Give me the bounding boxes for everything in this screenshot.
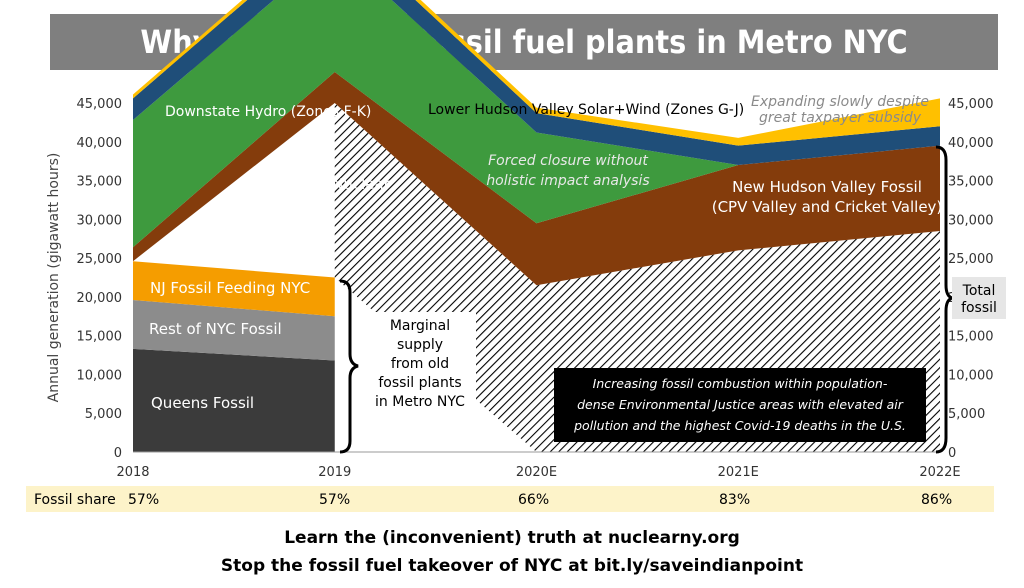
y-tick-label-right: 5,000 [948,407,985,422]
fossil-share-2019: 57% [319,492,351,508]
marginal-supply-brace [339,279,359,454]
area-lower-hudson-valley-solar-wind-zones-g-j [133,0,940,146]
y-tick-label-right: 0 [948,446,956,461]
y-tick-label-left: 20,000 [77,291,123,306]
annotation-marginal-supply: Marginal supply from old fossil plants in Me… [375,318,465,410]
area-new-hudson-valley-fossil-cpv-valley-and-cricket-valley [133,71,940,286]
series-label-solar-wind: Lower Hudson Valley Solar+Wind (Zones G-… [428,102,744,118]
series-label-rest-of-nyc-fossil: Rest of NYC Fossil [149,320,282,338]
x-tick-label: 2018 [116,465,149,480]
annotation-total-fossil: Total fossil [961,283,997,316]
y-tick-label-left: 10,000 [77,368,123,383]
y-tick-label-left: 45,000 [77,97,123,112]
marginal-supply-box [360,312,476,416]
y-axis-label: Annual generation (gigawatt hours) [46,153,62,403]
fossil-share-label: Fossil share [34,492,116,508]
fossil-share-2018: 57% [128,492,160,508]
y-tick-label-right: 10,000 [948,368,994,383]
y-tick-label-right: 40,000 [948,136,994,151]
stacked-area-chart: 0 0 5,000 5,000 10,000 10,000 15,000 15,000 20,0… [46,0,1006,480]
x-tick-label: 2020E [516,465,557,480]
series-label-queens-fossil: Queens Fossil [151,394,254,412]
y-tick-label-left: 35,000 [77,175,123,190]
fossil-share-2020E: 66% [518,492,550,508]
footer-stop-line: Stop the fossil fuel takeover of NYC at … [220,556,804,576]
y-tick-label-right: 25,000 [948,252,994,267]
annotation-environmental-justice: Increasing fossil combustion within popu… [573,376,906,433]
total-fossil-box [952,277,1006,319]
area-marginal-supply-from-old-fossil-plants-in-metro-nyc [334,103,940,452]
area-rest-of-nyc-fossil [133,299,335,361]
environmental-justice-box [554,368,926,442]
fossil-share-2022E: 86% [921,492,953,508]
area-nj-fossil-feeding-nyc [133,261,335,317]
x-tick-label: 2022E [919,465,960,480]
annotation-solar-subsidy: Expanding slowly despite great taxpayer s… [751,94,929,126]
x-tick-label: 2019 [318,465,351,480]
y-tick-label-left: 15,000 [77,330,123,345]
footer-learn-line: Learn the (inconvenient) truth at nuclea… [284,528,740,548]
fossil-share-2021E: 83% [719,492,751,508]
area-queens-fossil [133,348,335,452]
y-tick-label-right: 35,000 [948,175,994,190]
y-tick-label-left: 30,000 [77,213,123,228]
series-label-new-hudson-valley-fossil: New Hudson Valley Fossil (CPV Valley and … [712,178,943,216]
area-indian-point-nuclear [133,0,940,248]
annotation-forced-closure: Forced closure without holistic impact an… [486,153,649,189]
y-tick-label-right: 45,000 [948,97,994,112]
series-label-downstate-hydro: Downstate Hydro (Zones F-K) [165,104,371,120]
area-downstate-hydro-zones-f-k [133,0,940,166]
series-label-nj-fossil: NJ Fossil Feeding NYC [150,279,310,297]
y-tick-label-right: 30,000 [948,213,994,228]
y-tick-label-left: 25,000 [77,252,123,267]
y-tick-label-left: 5,000 [85,407,122,422]
y-tick-label-right: 15,000 [948,330,994,345]
series-label-indian-point: Indian Point Nuclear [239,175,391,193]
y-tick-label-left: 40,000 [77,136,123,151]
x-tick-label: 2021E [718,465,759,480]
y-tick-label-left: 0 [114,446,122,461]
fossil-share-row [26,486,994,512]
